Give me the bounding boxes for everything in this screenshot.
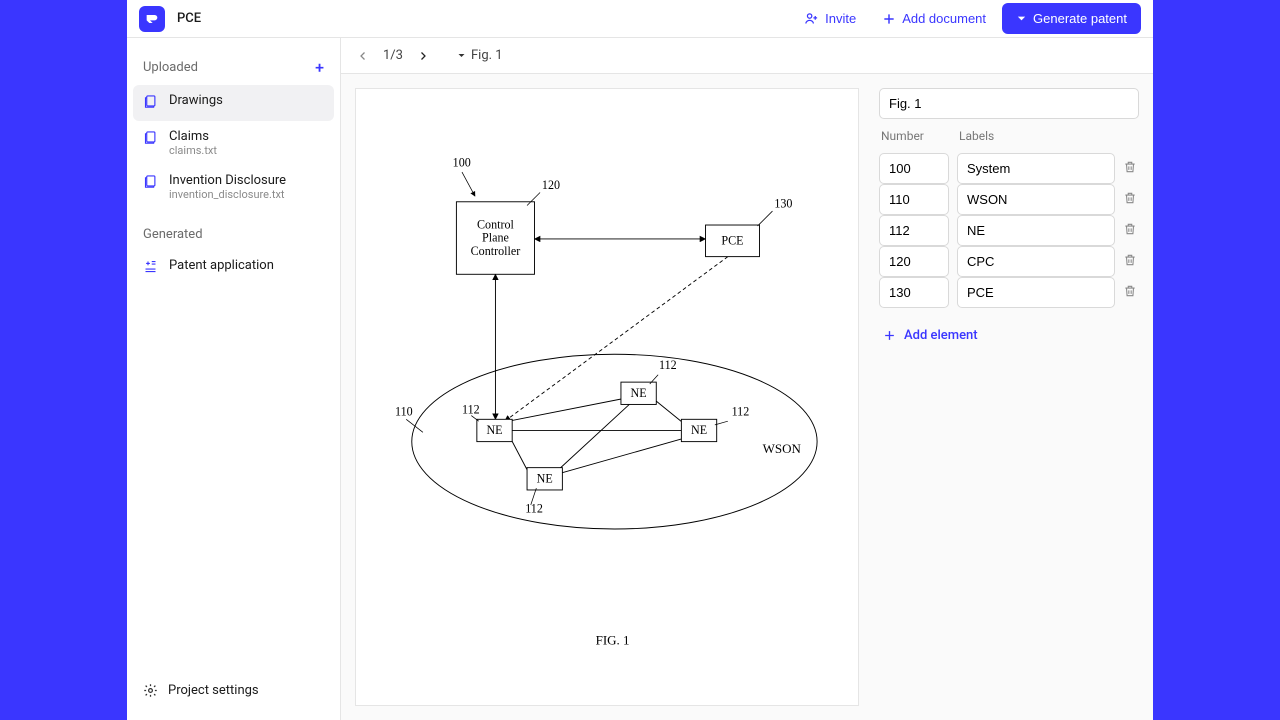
element-row	[879, 277, 1139, 308]
element-row	[879, 246, 1139, 277]
trash-icon	[1123, 284, 1137, 298]
panel-column-headers: Number Labels	[879, 129, 1139, 143]
svg-text:112: 112	[525, 501, 543, 515]
sidebar-item-drawings[interactable]: Drawings	[133, 85, 334, 121]
svg-text:NE: NE	[486, 423, 502, 437]
add-document-label: Add document	[902, 11, 986, 26]
element-label-input[interactable]	[957, 215, 1115, 246]
svg-text:FIG. 1: FIG. 1	[596, 632, 630, 647]
element-label-input[interactable]	[957, 246, 1115, 277]
sidebar-item-sublabel: invention_disclosure.txt	[169, 188, 286, 201]
element-number-input[interactable]	[879, 153, 949, 184]
figure-toolbar: 1/3 Fig. 1	[341, 38, 1153, 74]
add-document-button[interactable]: Add document	[872, 4, 996, 33]
invite-label: Invite	[825, 11, 856, 26]
delete-element-button[interactable]	[1123, 222, 1139, 240]
svg-text:112: 112	[732, 405, 750, 419]
delete-element-button[interactable]	[1123, 253, 1139, 271]
element-number-input[interactable]	[879, 184, 949, 215]
plus-icon	[883, 329, 896, 342]
svg-text:112: 112	[659, 358, 677, 372]
trash-icon	[1123, 191, 1137, 205]
add-element-label: Add element	[904, 328, 978, 343]
svg-text:Control: Control	[477, 218, 515, 232]
generate-patent-button[interactable]: Generate patent	[1002, 3, 1141, 34]
figure-title-input[interactable]	[879, 88, 1139, 119]
sidebar-item-label: Patent application	[169, 258, 274, 273]
element-label-input[interactable]	[957, 277, 1115, 308]
chevron-left-icon	[357, 50, 369, 62]
svg-text:NE: NE	[537, 472, 553, 486]
project-settings-label: Project settings	[168, 683, 259, 698]
topbar: PCE Invite Add document Generate patent	[127, 0, 1153, 38]
project-title: PCE	[177, 11, 201, 26]
element-row	[879, 153, 1139, 184]
svg-text:Controller: Controller	[471, 244, 521, 258]
svg-text:120: 120	[542, 178, 560, 192]
delete-element-button[interactable]	[1123, 191, 1139, 209]
project-settings-button[interactable]: Project settings	[133, 673, 334, 708]
element-panel: Number Labels	[879, 88, 1139, 706]
layers-icon	[143, 94, 159, 113]
chevron-down-icon	[1016, 13, 1027, 24]
app-logo	[139, 6, 165, 32]
svg-text:110: 110	[395, 405, 413, 419]
element-row	[879, 215, 1139, 246]
sidebar-item-sublabel: claims.txt	[169, 144, 217, 157]
plus-icon	[882, 12, 896, 26]
element-label-input[interactable]	[957, 184, 1115, 215]
add-upload-button[interactable]: +	[315, 58, 324, 77]
figure-dropdown-label: Fig. 1	[471, 48, 503, 63]
trash-icon	[1123, 160, 1137, 174]
invite-icon	[804, 11, 819, 26]
element-label-input[interactable]	[957, 153, 1115, 184]
app-icon	[143, 259, 159, 278]
sidebar-item-patent-application[interactable]: Patent application	[133, 250, 334, 286]
generated-header: Generated	[133, 219, 334, 250]
next-page-button[interactable]	[413, 46, 433, 66]
chevron-right-icon	[417, 50, 429, 62]
delete-element-button[interactable]	[1123, 160, 1139, 178]
svg-text:WSON: WSON	[763, 441, 802, 456]
col-labels-header: Labels	[959, 129, 994, 143]
figure-canvas[interactable]: WSON 110 ControlPlaneController 120 PCE 130 NE…	[355, 88, 859, 706]
invite-button[interactable]: Invite	[794, 4, 866, 33]
sidebar-item-invention-disclosure[interactable]: Invention Disclosure invention_disclosur…	[133, 165, 334, 209]
element-number-input[interactable]	[879, 246, 949, 277]
element-number-input[interactable]	[879, 215, 949, 246]
generate-patent-label: Generate patent	[1033, 11, 1127, 26]
svg-text:NE: NE	[691, 423, 707, 437]
svg-text:Plane: Plane	[482, 231, 509, 245]
trash-icon	[1123, 253, 1137, 267]
layers-icon	[143, 130, 159, 149]
layers-icon	[143, 174, 159, 193]
sidebar-item-label: Invention Disclosure	[169, 173, 286, 188]
caret-down-icon	[457, 51, 466, 60]
figure-dropdown[interactable]: Fig. 1	[457, 48, 503, 63]
svg-text:130: 130	[774, 196, 792, 210]
element-row	[879, 184, 1139, 215]
trash-icon	[1123, 222, 1137, 236]
svg-text:NE: NE	[631, 386, 647, 400]
sidebar-item-claims[interactable]: Claims claims.txt	[133, 121, 334, 165]
page-indicator: 1/3	[383, 48, 403, 63]
sidebar-item-label: Drawings	[169, 93, 223, 108]
svg-text:112: 112	[462, 403, 480, 417]
sidebar: Uploaded + Drawings Claims claims.txt In…	[127, 38, 341, 720]
uploaded-header: Uploaded +	[133, 50, 334, 85]
col-number-header: Number	[881, 129, 951, 143]
svg-text:PCE: PCE	[721, 234, 743, 248]
gear-icon	[143, 683, 158, 698]
delete-element-button[interactable]	[1123, 284, 1139, 302]
prev-page-button[interactable]	[353, 46, 373, 66]
diagram: WSON 110 ControlPlaneController 120 PCE 130 NE…	[356, 89, 858, 705]
element-number-input[interactable]	[879, 277, 949, 308]
add-element-button[interactable]: Add element	[879, 322, 1139, 349]
sidebar-item-label: Claims	[169, 129, 217, 144]
svg-text:100: 100	[453, 155, 471, 169]
